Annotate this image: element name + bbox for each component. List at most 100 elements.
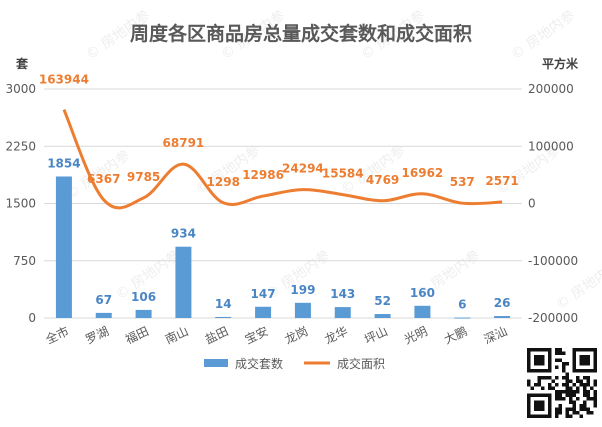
bar <box>136 310 152 318</box>
qr-module <box>573 408 577 412</box>
qr-module <box>587 394 591 398</box>
qr-module <box>569 390 573 394</box>
x-tick-label: 龙岗 <box>283 324 311 347</box>
qr-module <box>583 383 587 387</box>
qr-module <box>583 401 587 405</box>
qr-module <box>576 380 580 384</box>
qr-module <box>573 401 577 405</box>
bar-data-label: 106 <box>131 290 156 304</box>
legend-bar-label: 成交套数 <box>235 356 283 371</box>
qr-module <box>562 390 566 394</box>
qr-module <box>580 415 584 419</box>
qr-module <box>583 404 587 408</box>
x-axis-ticks: 全市罗湖福田南山盐田宝安龙岗龙华坪山光明大鹏深汕 <box>43 323 509 347</box>
qr-module <box>562 362 566 366</box>
qr-module <box>569 394 573 398</box>
qr-module <box>559 390 563 394</box>
y-right-tick-label: 0 <box>528 197 536 211</box>
qr-module <box>569 380 573 384</box>
qr-module <box>594 380 598 384</box>
bar <box>454 318 470 319</box>
bar <box>494 316 510 318</box>
qr-module <box>594 404 598 408</box>
bar-data-label: 143 <box>330 287 355 301</box>
qr-module <box>562 397 566 401</box>
qr-module <box>566 387 570 391</box>
bar-data-label: 26 <box>494 296 511 310</box>
qr-module <box>538 376 542 380</box>
qr-module <box>555 352 559 356</box>
qr-module <box>527 383 531 387</box>
line-data-label: 9785 <box>127 170 160 184</box>
qr-module <box>531 387 535 391</box>
qr-module <box>569 401 573 405</box>
qr-module <box>559 359 563 363</box>
qr-module <box>534 383 538 387</box>
qr-module <box>559 411 563 415</box>
qr-module <box>583 408 587 412</box>
qr-module <box>594 394 598 398</box>
qr-module <box>552 380 556 384</box>
qr-module <box>587 380 591 384</box>
x-tick-label: 龙华 <box>322 324 350 347</box>
qr-module <box>594 397 598 401</box>
y-left-tick-label: 0 <box>28 311 36 325</box>
line-data-label: 68791 <box>163 136 205 150</box>
line-data-label: 15584 <box>322 167 364 181</box>
bar <box>56 176 72 318</box>
line-data-label: 2571 <box>485 174 518 188</box>
x-tick-label: 盐田 <box>203 324 231 347</box>
qr-module <box>587 390 591 394</box>
line-data-label: 16962 <box>402 166 444 180</box>
bar-data-label: 52 <box>374 294 391 308</box>
qr-module <box>573 394 577 398</box>
qr-module <box>548 387 552 391</box>
qr-module <box>555 390 559 394</box>
bar <box>335 307 351 318</box>
qr-finder-core <box>534 401 545 412</box>
qr-module <box>594 383 598 387</box>
bar <box>215 317 231 318</box>
bar-data-label: 199 <box>290 283 315 297</box>
qr-module <box>583 394 587 398</box>
qr-module <box>562 383 566 387</box>
qr-module <box>559 408 563 412</box>
qr-module <box>555 376 559 380</box>
qr-module <box>566 380 570 384</box>
qr-module <box>590 411 594 415</box>
watermark-text: © 房地内参 <box>508 7 579 64</box>
qr-module <box>555 383 559 387</box>
y-left-tick-label: 3000 <box>5 82 36 96</box>
watermarks: © 房地内参© 房地内参© 房地内参© 房地内参© 房地内参© 房地内参© 房地… <box>63 7 602 314</box>
qr-module <box>569 415 573 419</box>
line-data-label: 24294 <box>282 162 324 176</box>
x-tick-label: 全市 <box>43 323 71 347</box>
qr-module <box>566 362 570 366</box>
qr-module <box>541 387 545 391</box>
qr-module <box>594 390 598 394</box>
qr-module <box>576 390 580 394</box>
qr-module <box>541 376 545 380</box>
qr-module <box>538 380 542 384</box>
y-left-tick-label: 750 <box>13 254 36 268</box>
bar-data-label: 160 <box>410 286 435 300</box>
qr-module <box>587 397 591 401</box>
qr-module <box>562 369 566 373</box>
qr-module <box>590 387 594 391</box>
qr-module <box>559 394 563 398</box>
x-tick-label: 坪山 <box>362 324 390 347</box>
qr-module <box>548 383 552 387</box>
bar-data-label: 14 <box>215 297 232 311</box>
y-axis-right-label: 平方米 <box>542 56 579 71</box>
line-data-label: 537 <box>450 175 475 189</box>
qr-module <box>566 415 570 419</box>
y-right-tick-label: -200000 <box>528 311 578 325</box>
x-tick-label: 大鹏 <box>442 324 470 347</box>
bar <box>295 303 311 318</box>
line-data-label: 12986 <box>242 168 284 182</box>
qr-module <box>580 380 584 384</box>
qr-module <box>555 411 559 415</box>
